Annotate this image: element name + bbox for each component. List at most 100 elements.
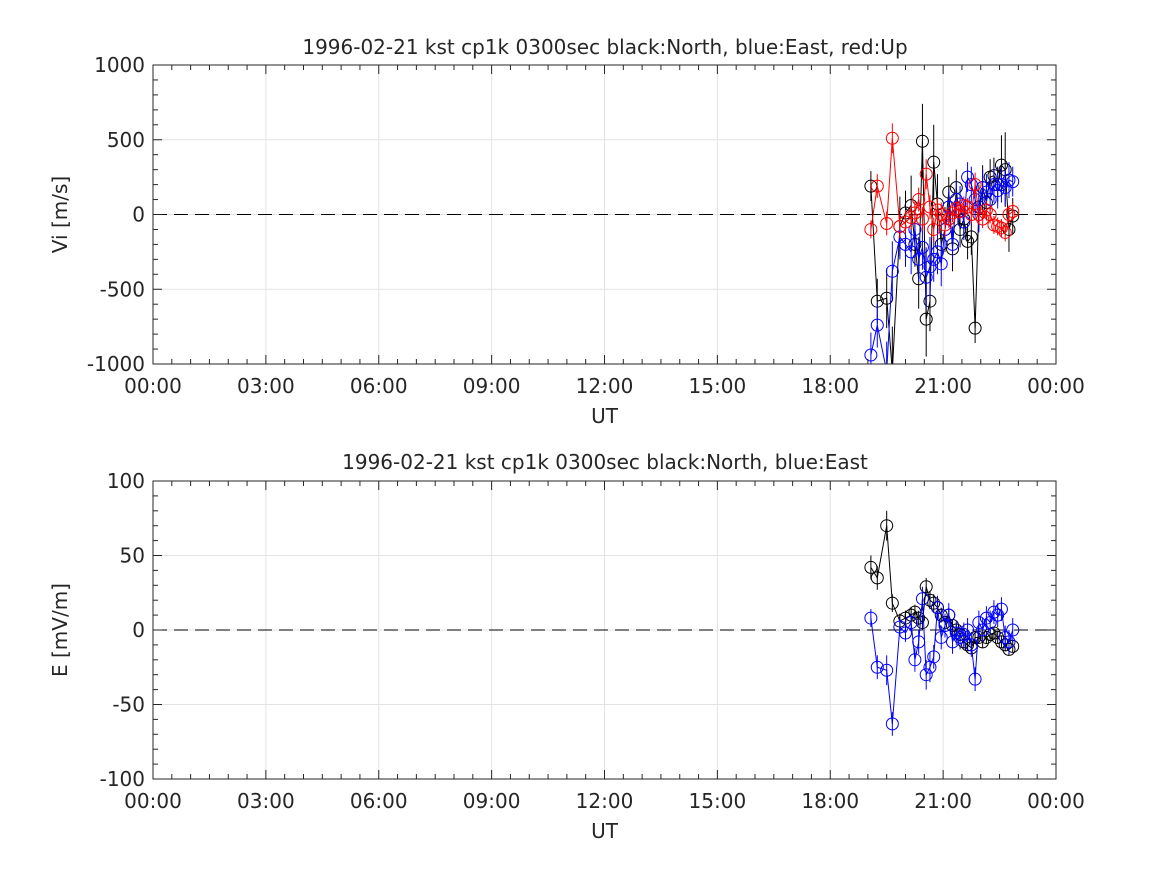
velocity-east-point: [881, 365, 893, 377]
efield-east-point: [930, 601, 944, 615]
efield-east-point: [864, 611, 878, 625]
velocity-north-point: [961, 234, 975, 248]
velocity-up-point: [923, 200, 937, 214]
efield-y-tick-label: 0: [132, 618, 145, 642]
efield-east-point: [934, 630, 948, 644]
efield-east-point: [919, 668, 933, 682]
efield-x-tick-label: 15:00: [689, 789, 747, 813]
velocity-x-tick-label: 18:00: [801, 374, 859, 398]
velocity-y-tick-label: 1000: [94, 53, 145, 77]
velocity-y-tick-label: -1000: [87, 352, 145, 376]
velocity-north-point: [915, 134, 929, 148]
velocity-chart-title: 1996-02-21 kst cp1k 0300sec black:North,…: [302, 35, 907, 59]
velocity-y-tick-label: 500: [107, 128, 145, 152]
velocity-series-up: [864, 123, 1020, 242]
velocity-y-tick-label: -500: [100, 277, 145, 301]
velocity-x-tick-label: 00:00: [124, 374, 182, 398]
efield-panel: 1996-02-21 kst cp1k 0300sec black:North,…: [48, 450, 1085, 843]
efield-y-tick-label: -50: [112, 693, 145, 717]
efield-x-tick-label: 21:00: [914, 789, 972, 813]
velocity-up-point: [1006, 205, 1020, 219]
efield-east-point: [880, 663, 894, 677]
velocity-east-point: [979, 185, 993, 199]
efield-north-point: [919, 580, 933, 594]
velocity-east-point: [961, 170, 975, 184]
velocity-up-point: [1002, 208, 1016, 221]
velocity-east-point: [912, 252, 926, 266]
efield-east-point: [987, 605, 1001, 619]
efield-chart-title: 1996-02-21 kst cp1k 0300sec black:North,…: [342, 450, 868, 474]
efield-east-point: [946, 635, 960, 649]
efield-east-point: [968, 672, 982, 686]
efield-x-tick-label: 12:00: [576, 789, 634, 813]
efield-east-point: [904, 616, 918, 630]
efield-data-group: [864, 510, 1020, 736]
velocity-east-point: [934, 257, 948, 271]
velocity-east-point: [870, 318, 884, 332]
velocity-up-point: [912, 193, 926, 207]
efield-east-point: [957, 627, 971, 641]
efield-x-tick-label: 03:00: [237, 789, 295, 813]
efield-east-point: [961, 623, 975, 637]
efield-north-point: [923, 593, 937, 607]
efield-east-point: [912, 635, 926, 649]
efield-east-point: [915, 592, 929, 606]
efield-east-point: [972, 616, 986, 630]
velocity-north-point: [968, 321, 982, 335]
efield-x-tick-label: 06:00: [350, 789, 408, 813]
efield-north-point: [870, 571, 884, 585]
efield-east-point: [899, 626, 912, 640]
velocity-x-tick-label: 15:00: [689, 374, 747, 398]
efield-north-point: [915, 616, 929, 630]
efield-x-tick-label: 18:00: [801, 789, 859, 813]
efield-north-point: [979, 630, 993, 644]
efield-x-tick-label: 00:00: [124, 789, 182, 813]
efield-x-axis-label: UT: [591, 819, 619, 843]
efield-north-point: [880, 519, 894, 533]
velocity-up-point: [870, 179, 884, 193]
velocity-x-tick-label: 03:00: [237, 374, 295, 398]
velocity-north-line: [870, 141, 1014, 364]
efield-east-point: [942, 608, 956, 622]
efield-north-point: [994, 635, 1008, 649]
efield-series-north: [864, 510, 1020, 656]
velocity-east-point: [927, 252, 941, 266]
velocity-data-group: [864, 103, 1020, 377]
velocity-up-point: [927, 222, 941, 236]
velocity-north-point: [964, 230, 978, 244]
velocity-north-point: [919, 312, 933, 326]
velocity-up-point: [915, 212, 929, 226]
efield-y-tick-label: 50: [120, 544, 145, 568]
velocity-up-point: [949, 202, 963, 216]
efield-east-point: [870, 660, 884, 674]
velocity-up-point: [930, 203, 944, 217]
efield-y-tick-label: -100: [100, 767, 145, 791]
efield-east-point: [976, 623, 990, 637]
velocity-y-tick-label: 0: [132, 203, 145, 227]
velocity-east-point: [946, 237, 960, 251]
efield-north-point: [927, 596, 941, 610]
velocity-up-point: [998, 225, 1012, 239]
velocity-up-point: [961, 200, 975, 214]
velocity-x-tick-label: 09:00: [463, 374, 521, 398]
efield-east-point: [964, 638, 978, 652]
velocity-up-point: [994, 221, 1008, 235]
velocity-up-point: [976, 212, 990, 226]
velocity-x-tick-label: 06:00: [350, 374, 408, 398]
velocity-up-point: [946, 206, 960, 220]
efield-east-point: [1002, 635, 1016, 649]
efield-east-point: [885, 717, 899, 731]
efield-north-point: [991, 630, 1005, 644]
velocity-up-point: [864, 222, 878, 236]
velocity-y-axis-label: Vi [m/s]: [48, 176, 72, 253]
velocity-east-point: [885, 264, 899, 278]
efield-y-axis-label: E [mV/m]: [48, 583, 72, 677]
velocity-up-point: [979, 203, 993, 217]
efield-x-tick-label: 00:00: [1027, 789, 1085, 813]
velocity-up-point: [885, 131, 899, 145]
velocity-x-axis-label: UT: [591, 404, 619, 428]
velocity-x-tick-label: 21:00: [914, 374, 972, 398]
velocity-north-point: [927, 155, 941, 169]
velocity-north-point: [886, 365, 898, 377]
